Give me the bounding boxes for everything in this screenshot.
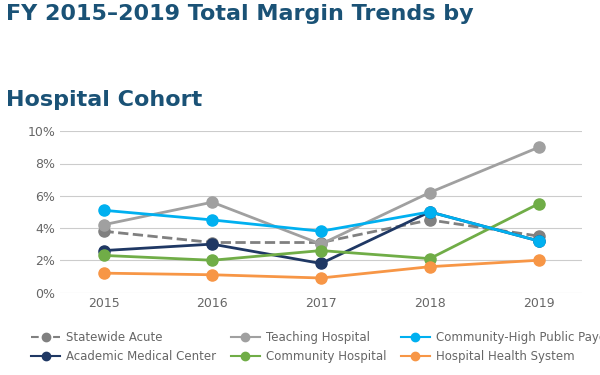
Text: Hospital Cohort: Hospital Cohort (6, 90, 202, 110)
Text: FY 2015–2019 Total Margin Trends by: FY 2015–2019 Total Margin Trends by (6, 4, 473, 24)
Legend: Statewide Acute, Academic Medical Center, Teaching Hospital, Community Hospital,: Statewide Acute, Academic Medical Center… (27, 327, 600, 366)
